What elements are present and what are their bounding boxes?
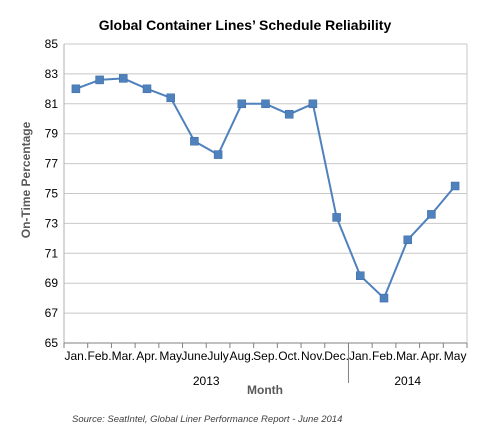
x-tick-label: July [207,349,228,363]
x-tick-label: Feb. [88,349,112,363]
source-note: Source: SeatIntel, Global Liner Performa… [72,414,342,425]
data-point [332,213,341,222]
data-point [71,84,81,94]
y-tick-label: 75 [45,187,59,201]
y-tick-label: 65 [45,336,59,350]
x-tick-label: Sep. [253,349,278,363]
data-point [356,271,365,280]
y-tick-label: 81 [45,97,59,111]
x-tick-label: Mar. [112,349,135,363]
data-point [379,293,389,303]
year-label: 2014 [394,374,421,388]
x-axis-title: Month [247,383,283,397]
y-tick-label: 83 [45,67,59,81]
x-axis-ticks: Jan. Feb. Mar. Apr. May June July Aug. Sep. Oct. N… [63,343,468,363]
data-point [213,150,223,159]
x-tick-label: Apr. [136,349,157,363]
x-tick-label: Feb. [372,349,396,363]
data-point [450,181,460,191]
y-tick-label: 85 [45,37,59,51]
year-labels: 2013 2014 [193,343,421,388]
data-point [95,75,104,85]
x-tick-label: Jan. [349,349,372,363]
x-tick-label: Aug. [229,349,254,363]
y-tick-label: 77 [45,157,59,171]
series-line [75,77,456,300]
y-tick-label: 73 [45,216,59,230]
gridlines [63,43,468,344]
data-point [237,99,247,109]
data-point [119,74,128,83]
chart-title: Global Container Lines’ Schedule Reliabi… [99,17,392,33]
y-tick-label: 69 [45,276,59,290]
x-tick-label: Nov. [301,349,325,363]
series-group [71,74,460,303]
data-point [142,84,152,94]
data-point [166,93,175,103]
x-tick-label: May [444,349,467,363]
y-tick-label: 79 [45,127,59,141]
data-point [427,210,436,219]
x-tick-label: June [181,349,207,363]
data-point [190,136,199,146]
data-point [308,99,318,109]
y-axis-ticks: 65 67 69 71 73 75 77 79 81 83 85 [45,37,59,350]
y-tick-label: 71 [45,246,59,260]
x-tick-label: Oct. [278,349,300,363]
y-axis-title: On-Time Percentage [19,121,33,238]
year-label: 2013 [193,374,220,388]
data-point [261,99,270,109]
x-tick-label: Apr. [421,349,442,363]
data-point [403,235,412,245]
data-point [284,110,294,119]
x-tick-label: Mar. [396,349,419,363]
y-tick-label: 67 [45,306,59,320]
x-tick-label: Jan. [65,349,88,363]
x-tick-label: Dec. [324,349,349,363]
x-tick-label: May [159,349,182,363]
